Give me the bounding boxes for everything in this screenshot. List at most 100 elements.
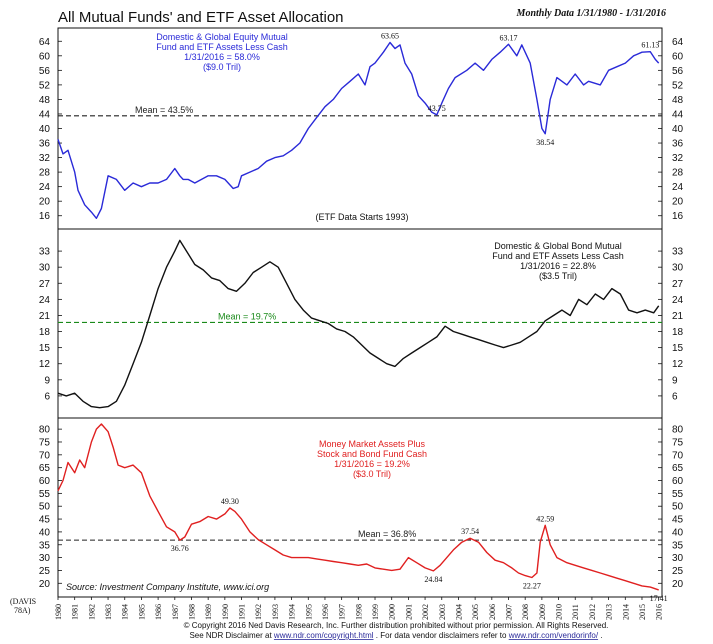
y-tick-label-left: 33 <box>39 247 51 258</box>
x-tick-label: 1992 <box>254 604 263 620</box>
y-tick-label-left: 55 <box>39 489 51 500</box>
data-point-label: 36.76 <box>171 544 189 553</box>
x-tick-label: 2012 <box>588 604 597 620</box>
y-tick-label-right: 30 <box>672 553 684 564</box>
vendorinfo-link[interactable]: www.ndr.com/vendorinfo/ <box>508 631 599 640</box>
y-tick-label-right: 15 <box>672 343 684 354</box>
y-tick-label-left: 18 <box>39 327 51 338</box>
y-tick-label-right: 28 <box>672 168 684 179</box>
y-tick-label-right: 24 <box>672 182 684 193</box>
x-tick-label: 2011 <box>571 604 580 620</box>
x-tick-label: 1998 <box>354 604 363 620</box>
mean-label: Mean = 36.8% <box>358 529 416 539</box>
y-tick-label-left: 52 <box>39 80 51 91</box>
copyright-link[interactable]: www.ndr.com/copyright.html <box>273 631 374 640</box>
panel-annotation: Stock and Bond Fund Cash <box>317 449 427 459</box>
y-tick-label-right: 65 <box>672 463 684 474</box>
x-tick-label: 2000 <box>388 604 397 620</box>
disclaimer-prefix: See NDR Disclaimer at <box>189 631 272 640</box>
panel-annotation: ($3.0 Tril) <box>353 469 391 479</box>
y-tick-label-left: 20 <box>39 579 51 590</box>
disclaimer-end: . <box>600 631 602 640</box>
x-tick-label: 1987 <box>171 604 180 620</box>
y-tick-label-left: 27 <box>39 279 51 290</box>
disclaimer-line: See NDR Disclaimer at www.ndr.com/copyri… <box>189 631 602 640</box>
panel-annotation: ($9.0 Tril) <box>203 62 241 72</box>
y-tick-label-left: 30 <box>39 553 51 564</box>
y-tick-label-right: 44 <box>672 109 684 120</box>
panel-annotation: 1/31/2016 = 58.0% <box>184 52 260 62</box>
x-tick-label: 1983 <box>104 604 113 620</box>
x-tick-label: 1990 <box>221 604 230 620</box>
y-tick-label-left: 44 <box>39 109 51 120</box>
mean-label: Mean = 43.5% <box>135 105 193 115</box>
y-tick-label-left: 28 <box>39 168 51 179</box>
x-tick-label: 1982 <box>87 604 96 620</box>
y-tick-label-left: 56 <box>39 66 51 77</box>
series-line <box>57 239 660 409</box>
mean-label: Mean = 19.7% <box>218 311 276 321</box>
x-tick-label: 2016 <box>655 604 664 620</box>
x-tick-label: 2003 <box>438 604 447 620</box>
x-tick-label: 2015 <box>638 604 647 620</box>
disclaimer-mid: . For data vendor disclaimers refer to <box>376 631 507 640</box>
y-tick-label-right: 80 <box>672 425 684 436</box>
y-tick-label-right: 70 <box>672 450 684 461</box>
y-tick-label-right: 9 <box>672 375 678 386</box>
y-tick-label-right: 33 <box>672 247 684 258</box>
panel-annotation: Money Market Assets Plus <box>319 439 426 449</box>
y-tick-label-right: 18 <box>672 327 684 338</box>
y-tick-label-left: 60 <box>39 51 51 62</box>
copyright-line: © Copyright 2016 Ned Davis Research, Inc… <box>184 621 609 630</box>
y-tick-label-right: 27 <box>672 279 684 290</box>
y-tick-label-left: 20 <box>39 197 51 208</box>
chart-title: All Mutual Funds' and ETF Asset Allocati… <box>58 9 344 26</box>
panel-annotation: Fund and ETF Assets Less Cash <box>492 251 624 261</box>
etf-note: (ETF Data Starts 1993) <box>315 212 408 222</box>
x-tick-label: 1989 <box>204 604 213 620</box>
y-tick-label-left: 60 <box>39 476 51 487</box>
x-tick-label: 2007 <box>504 604 513 620</box>
x-tick-label: 2006 <box>488 604 497 620</box>
data-point-label: 22.27 <box>523 581 541 590</box>
y-tick-label-left: 50 <box>39 502 51 513</box>
data-point-label: 63.65 <box>381 32 399 41</box>
panel-middle: 6 6 9 9 12 12 15 15 18 18 21 21 24 24 27 27 30 30 33 33 Mean… <box>39 228 684 419</box>
data-point-label: 43.75 <box>428 104 446 113</box>
y-tick-label-right: 45 <box>672 515 684 526</box>
y-tick-label-right: 56 <box>672 66 684 77</box>
source-note: Source: Investment Company Institute, ww… <box>66 582 269 592</box>
y-tick-label-left: 30 <box>39 263 51 274</box>
x-axis: 1980 1981 1982 1983 1984 1985 1986 1987 1988 1989… <box>54 597 664 620</box>
y-tick-label-right: 21 <box>672 311 684 322</box>
chart-code-line2: 78A) <box>14 606 31 615</box>
x-tick-label: 1985 <box>137 604 146 620</box>
x-tick-label: 1999 <box>371 604 380 620</box>
y-tick-label-right: 25 <box>672 566 684 577</box>
x-tick-label: 1995 <box>304 604 313 620</box>
panel-annotation: 1/31/2016 = 22.8% <box>520 261 596 271</box>
y-tick-label-right: 6 <box>672 391 678 402</box>
y-tick-label-left: 35 <box>39 540 51 551</box>
panel-annotation: Domestic & Global Equity Mutual <box>156 32 288 42</box>
x-tick-label: 2010 <box>555 604 564 620</box>
y-tick-label-right: 40 <box>672 527 684 538</box>
y-tick-label-left: 36 <box>39 139 51 150</box>
y-tick-label-left: 9 <box>44 375 50 386</box>
y-tick-label-left: 40 <box>39 124 51 135</box>
y-tick-label-left: 21 <box>39 311 51 322</box>
y-tick-label-left: 24 <box>39 182 51 193</box>
x-tick-label: 1997 <box>338 604 347 620</box>
data-point-label: 37.54 <box>461 527 479 536</box>
y-tick-label-left: 6 <box>44 391 50 402</box>
y-tick-label-right: 32 <box>672 153 684 164</box>
y-tick-label-left: 32 <box>39 153 51 164</box>
panel-annotation: ($3.5 Tril) <box>539 271 577 281</box>
data-point-label: 24.84 <box>424 575 442 584</box>
y-tick-label-right: 48 <box>672 95 684 106</box>
y-tick-label-left: 70 <box>39 450 51 461</box>
y-tick-label-right: 40 <box>672 124 684 135</box>
x-tick-label: 1993 <box>271 604 280 620</box>
x-tick-label: 1984 <box>121 604 130 620</box>
